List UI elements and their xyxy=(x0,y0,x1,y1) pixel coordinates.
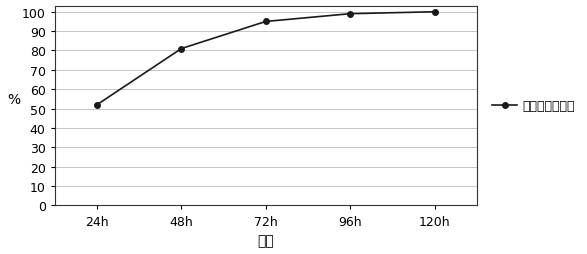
多氯联苯去除率 xyxy=(347,13,354,16)
X-axis label: 时间: 时间 xyxy=(257,233,274,247)
多氯联苯去除率 xyxy=(431,11,438,14)
多氯联苯去除率 xyxy=(178,48,185,51)
Legend: 多氯联苯去除率: 多氯联苯去除率 xyxy=(487,95,580,118)
Y-axis label: %: % xyxy=(7,92,20,106)
多氯联苯去除率 xyxy=(93,104,100,107)
Line: 多氯联苯去除率: 多氯联苯去除率 xyxy=(94,10,437,108)
多氯联苯去除率 xyxy=(262,21,269,24)
